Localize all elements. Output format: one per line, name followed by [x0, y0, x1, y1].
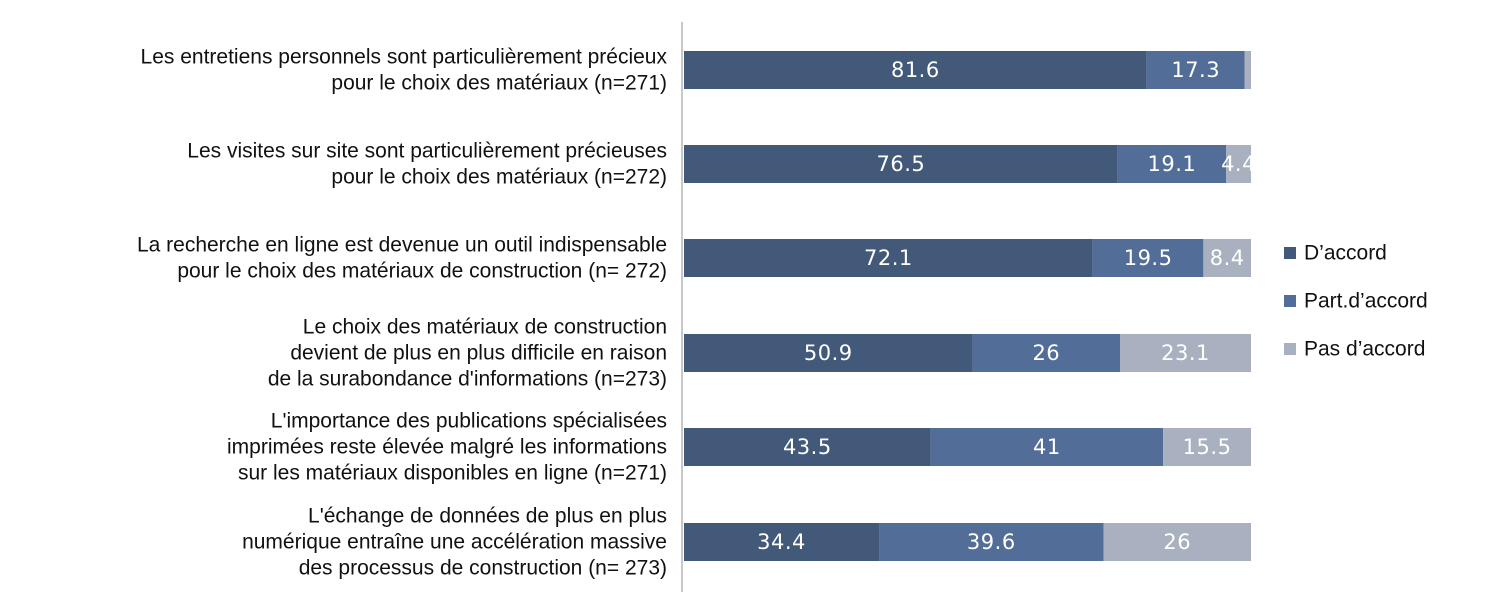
category-label: des processus de construction (n= 273) [299, 557, 667, 580]
category-label: pour le choix des matériaux (n=272) [331, 166, 667, 189]
bar-d-accord [684, 145, 1118, 183]
data-label: 26 [1163, 530, 1191, 554]
data-label: 17.3 [1171, 58, 1220, 82]
data-label: 81.6 [891, 58, 940, 82]
legend-label: D’accord [1304, 242, 1387, 265]
category-label: numérique entraîne une accélération mass… [242, 531, 667, 554]
bar-d-accord [684, 51, 1147, 89]
data-label: 41 [1033, 435, 1061, 459]
category-label: Les visites sur site sont particulièreme… [187, 140, 667, 163]
bar-pas-d-accord [1120, 334, 1251, 372]
data-label: 50.9 [804, 341, 853, 365]
bar-part-d-accord [1092, 239, 1204, 277]
data-label: 19.5 [1124, 246, 1173, 270]
bar-d-accord [684, 428, 931, 466]
data-label: 23.1 [1161, 341, 1210, 365]
bar-part-d-accord [972, 334, 1121, 372]
data-label: 19.1 [1148, 152, 1197, 176]
data-label: 39.6 [967, 530, 1016, 554]
category-label: Les entretiens personnels sont particuli… [141, 46, 668, 69]
bar-part-d-accord [1117, 145, 1227, 183]
bar-d-accord [684, 334, 973, 372]
bar-pas-d-accord [1244, 51, 1251, 89]
category-label: La recherche en ligne est devenue un out… [137, 234, 667, 257]
category-label: imprimées reste élevée malgré les inform… [227, 436, 667, 459]
legend-label: Part.d’accord [1304, 290, 1428, 313]
bar-d-accord [684, 523, 880, 561]
data-label: 76.5 [876, 152, 925, 176]
data-label: 8.4 [1210, 246, 1245, 270]
category-label: L'échange de données de plus en plus [308, 505, 667, 528]
category-label: pour le choix des matériaux (n=271) [331, 72, 667, 95]
data-label: 43.5 [783, 435, 832, 459]
category-label: de la surabondance d'informations (n=273… [268, 368, 667, 391]
data-label: 34.4 [757, 530, 806, 554]
data-label: 72.1 [864, 246, 913, 270]
legend-swatch [1284, 247, 1296, 259]
legend-label: Pas d’accord [1304, 338, 1425, 361]
bar-part-d-accord [879, 523, 1104, 561]
legend-swatch [1284, 343, 1296, 355]
bar-d-accord [684, 239, 1093, 277]
data-label: 4.4 [1221, 152, 1256, 176]
category-label: Le choix des matériaux de construction [303, 316, 667, 339]
category-label: sur les matériaux disponibles en ligne (… [238, 462, 667, 485]
bar-pas-d-accord [1203, 239, 1251, 277]
category-label: pour le choix des matériaux de construct… [177, 260, 667, 283]
category-label: devient de plus en plus difficile en rai… [290, 342, 667, 365]
legend-swatch [1284, 295, 1296, 307]
bar-pas-d-accord [1226, 145, 1251, 183]
bar-part-d-accord [930, 428, 1164, 466]
bar-part-d-accord [1146, 51, 1245, 89]
data-label: 15.5 [1183, 435, 1232, 459]
data-label: 26 [1032, 341, 1060, 365]
bar-pas-d-accord [1103, 523, 1251, 561]
category-label: L'importance des publications spécialisé… [271, 410, 667, 433]
bar-pas-d-accord [1163, 428, 1251, 466]
